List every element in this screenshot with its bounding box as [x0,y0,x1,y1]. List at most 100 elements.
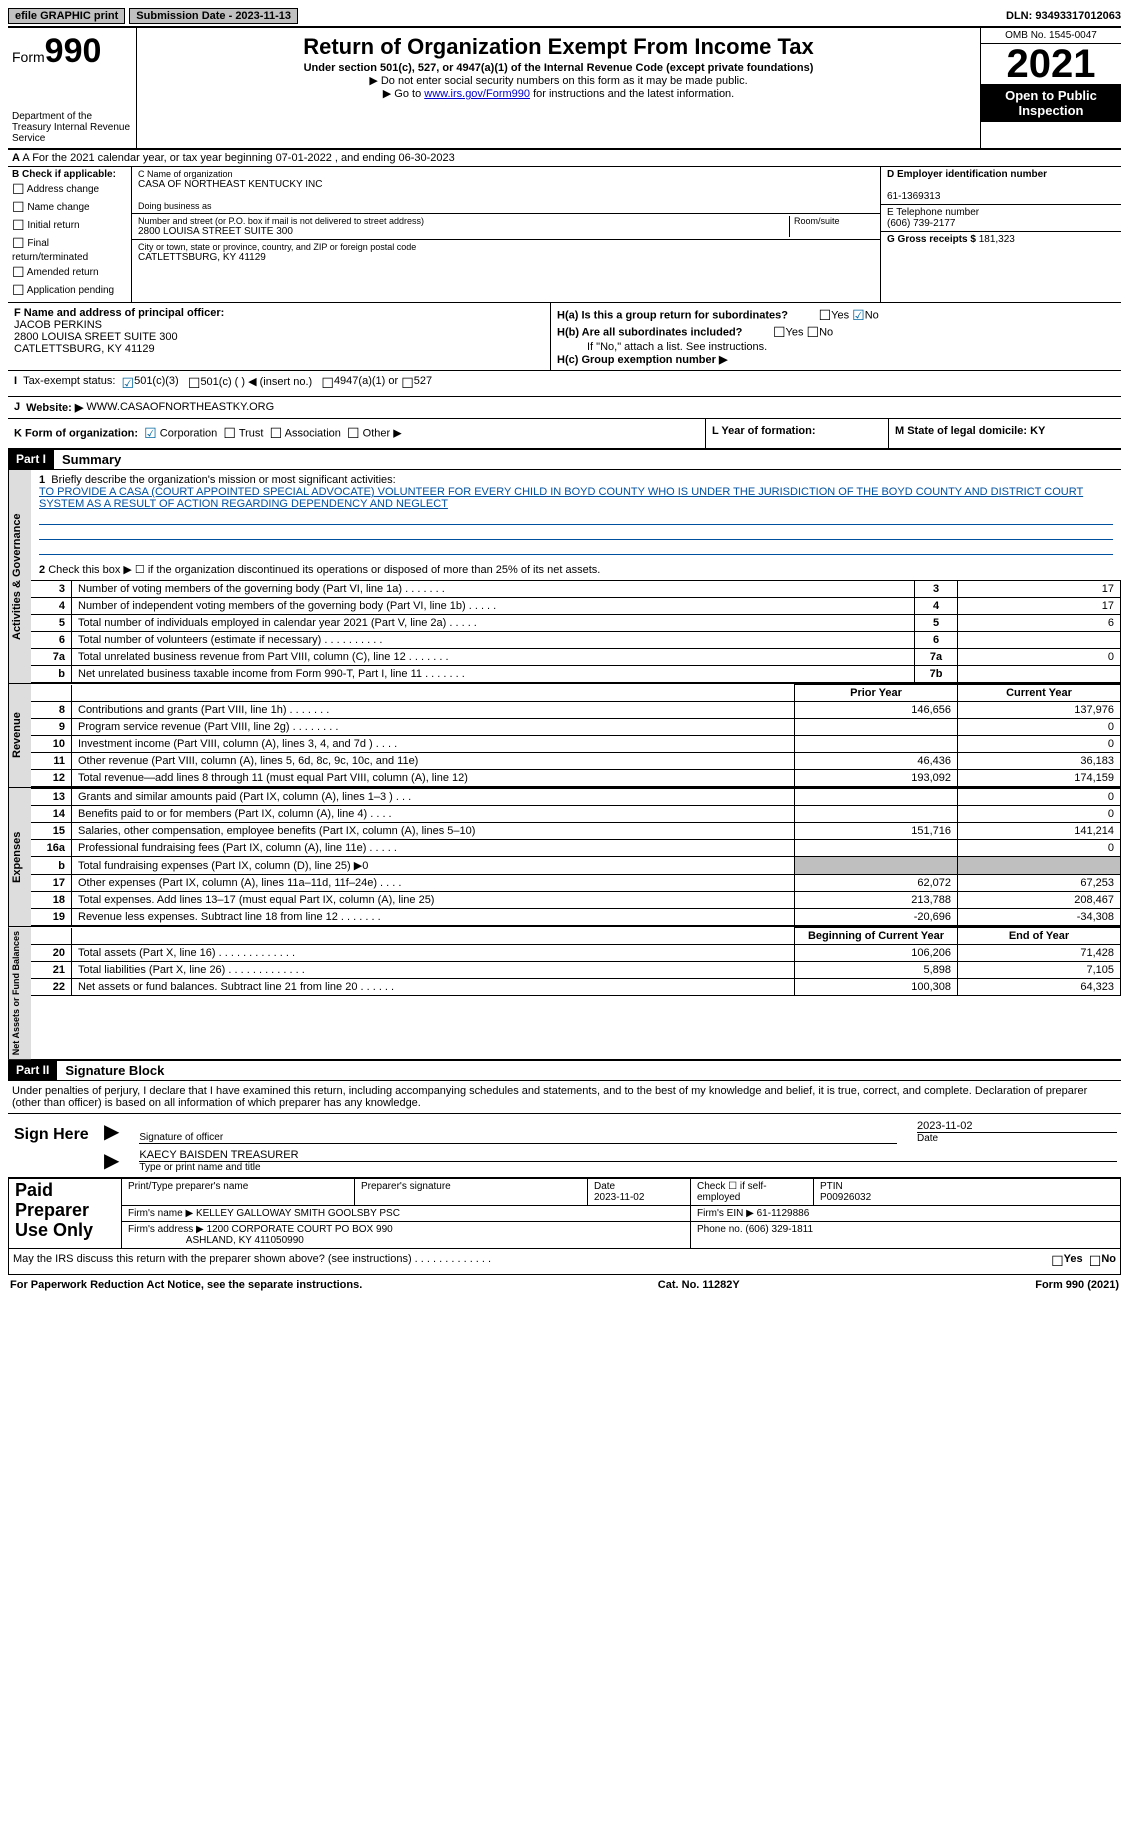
ha-label: H(a) Is this a group return for subordin… [557,309,788,321]
cb-other[interactable] [347,425,360,441]
cb-4947[interactable] [321,375,334,392]
sign-here-label: Sign Here [8,1114,100,1177]
part2-header: Part II [8,1061,57,1080]
cb-trust[interactable] [223,425,236,441]
mission-text: TO PROVIDE A CASA (COURT APPOINTED SPECI… [39,486,1083,510]
revenue-table: Prior Year Current Year 8Contributions a… [31,684,1121,787]
firm-phone: (606) 329-1811 [745,1224,813,1235]
room-suite-label: Room/suite [789,216,874,237]
state-domicile: M State of legal domicile: KY [895,425,1045,437]
firm-name: KELLEY GALLOWAY SMITH GOOLSBY PSC [196,1208,400,1219]
tab-netassets: Net Assets or Fund Balances [8,927,31,1059]
row-j: J Website: ▶ WWW.CASAOFNORTHEASTKY.ORG [8,397,1121,419]
box-b: B Check if applicable: Address change Na… [8,167,132,302]
sig-date: 2023-11-02 [917,1120,1117,1133]
form-page: Form 990 (2021) [1035,1279,1119,1291]
tab-revenue: Revenue [8,684,31,787]
submission-date: Submission Date - 2023-11-13 [129,8,298,24]
website-url: WWW.CASAOFNORTHEASTKY.ORG [86,401,274,414]
part1-header: Part I [8,450,54,469]
tax-year: 2021 [981,44,1121,84]
footer: For Paperwork Reduction Act Notice, see … [8,1275,1121,1295]
gross-label: G Gross receipts $ [887,234,976,245]
q2-text: Check this box ▶ ☐ if the organization d… [48,564,600,576]
firm-ein: 61-1129886 [757,1208,810,1219]
cb-527[interactable] [401,375,414,392]
section-fh: F Name and address of principal officer:… [8,303,1121,371]
cb-address-change[interactable]: Address change [12,181,127,198]
officer-label: F Name and address of principal officer: [14,307,224,319]
row-klm: K Form of organization: Corporation Trus… [8,419,1121,450]
form-header: Form990 Department of the Treasury Inter… [8,28,1121,150]
hb-note: If "No," attach a list. See instructions… [557,341,1115,353]
cb-501c[interactable] [188,375,201,392]
hb-yes[interactable] [773,324,786,340]
org-name: CASA OF NORTHEAST KENTUCKY INC [138,179,874,190]
dba-label: Doing business as [138,201,874,211]
officer-name: JACOB PERKINS [14,319,102,331]
sig-officer-field[interactable]: Signature of officer [139,1118,897,1144]
city-label: City or town, state or province, country… [138,242,874,252]
preparer-table: Paid Preparer Use Only Print/Type prepar… [8,1178,1121,1249]
penalty-text: Under penalties of perjury, I declare th… [8,1081,1121,1114]
org-name-label: C Name of organization [138,169,874,179]
note-goto: ▶ Go to www.irs.gov/Form990 for instruct… [141,87,976,100]
form-number: 990 [45,32,102,70]
form-word: Form [12,49,45,65]
netassets-table: Beginning of Current Year End of Year 20… [31,927,1121,996]
q1-text: Briefly describe the organization's miss… [51,474,395,486]
sig-arrow-icon: ▶ [104,1119,119,1144]
ptin-value: P00926032 [820,1192,871,1203]
ein-label: D Employer identification number [887,169,1047,180]
officer-addr1: 2800 LOUISA SREET SUITE 300 [14,331,178,343]
ha-no[interactable] [852,307,865,323]
cb-amended[interactable]: Amended return [12,264,127,281]
tab-expenses: Expenses [8,788,31,926]
gross-value: 181,323 [979,234,1015,245]
hc-label: H(c) Group exemption number ▶ [557,354,727,366]
addr-label: Number and street (or P.O. box if mail i… [138,216,789,226]
cb-name-change[interactable]: Name change [12,199,127,216]
part2-title: Signature Block [57,1061,172,1080]
city-state-zip: CATLETTSBURG, KY 41129 [138,252,874,263]
row-a-period: A A For the 2021 calendar year, or tax y… [8,150,1121,167]
irs-link[interactable]: www.irs.gov/Form990 [424,88,530,100]
ha-yes[interactable] [819,307,832,323]
cat-no: Cat. No. 11282Y [658,1279,740,1291]
cb-assoc[interactable] [270,425,283,441]
note-ssn: ▶ Do not enter social security numbers o… [141,74,976,87]
tel-value: (606) 739-2177 [887,218,955,229]
tab-governance: Activities & Governance [8,470,31,683]
year-formation: L Year of formation: [712,425,816,437]
cb-final-return[interactable]: Final return/terminated [12,235,127,263]
expenses-table: 13Grants and similar amounts paid (Part … [31,788,1121,926]
top-bar: efile GRAPHIC print Submission Date - 20… [8,8,1121,28]
tel-label: E Telephone number [887,207,979,218]
part1-title: Summary [54,450,129,469]
firm-city: ASHLAND, KY 411050990 [186,1235,304,1246]
governance-table: 3Number of voting members of the governi… [31,580,1121,683]
hb-no[interactable] [807,324,820,340]
section-bcd: B Check if applicable: Address change Na… [8,167,1121,303]
open-public: Open to Public Inspection [981,84,1121,122]
row-i: I Tax-exempt status: 501(c)(3) 501(c) ( … [8,371,1121,397]
hb-label: H(b) Are all subordinates included? [557,326,742,338]
cb-application-pending[interactable]: Application pending [12,282,127,299]
officer-addr2: CATLETTSBURG, KY 41129 [14,343,155,355]
dln: DLN: 93493317012063 [1006,10,1121,22]
form-subtitle: Under section 501(c), 527, or 4947(a)(1)… [141,62,976,74]
cb-initial-return[interactable]: Initial return [12,217,127,234]
discuss-no[interactable] [1089,1253,1102,1270]
cb-501c3[interactable] [122,375,135,392]
sig-arrow-icon-2: ▶ [104,1148,119,1173]
form-title: Return of Organization Exempt From Incom… [141,34,976,60]
discuss-yes[interactable] [1051,1253,1064,1270]
pra-notice: For Paperwork Reduction Act Notice, see … [10,1279,362,1291]
cb-corp[interactable] [144,425,157,441]
dept-treasury: Department of the Treasury Internal Reve… [12,111,132,144]
street-address: 2800 LOUISA STREET SUITE 300 [138,226,789,237]
officer-name-title: KAECY BAISDEN TREASURER [139,1149,1117,1161]
paid-preparer-label: Paid Preparer Use Only [9,1179,122,1249]
may-irs-discuss: May the IRS discuss this return with the… [13,1253,1051,1270]
firm-address: 1200 CORPORATE COURT PO BOX 990 [207,1224,393,1235]
